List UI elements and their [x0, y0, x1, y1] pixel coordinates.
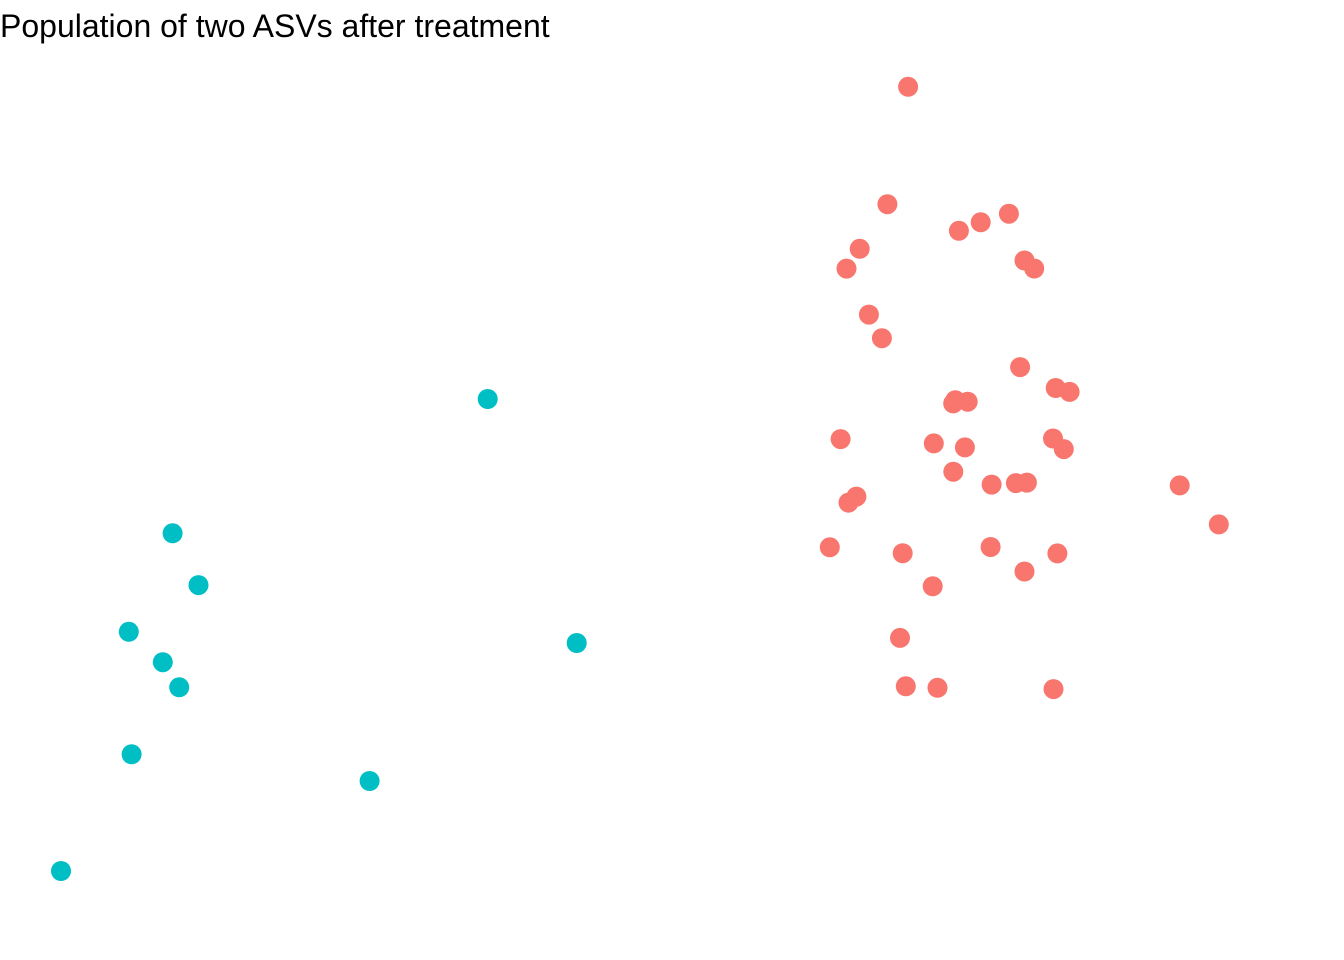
scatter-point	[957, 391, 978, 412]
scatter-point	[477, 389, 498, 409]
scatter-point	[1010, 357, 1031, 378]
scatter-point	[1043, 679, 1064, 700]
scatter-point	[188, 575, 209, 596]
scatter-point	[51, 861, 71, 881]
scatter-point	[830, 429, 851, 450]
scatter-point	[970, 212, 991, 233]
scatter-point	[1024, 258, 1045, 279]
scatter-point	[927, 677, 948, 698]
scatter-point	[359, 771, 380, 791]
scatter-point	[895, 676, 916, 697]
scatter-point	[118, 621, 139, 642]
scatter-point	[1053, 439, 1074, 460]
scatter-point	[1208, 514, 1229, 535]
scatter-point	[1169, 475, 1190, 496]
scatter-point	[981, 474, 1002, 495]
scatter-point	[923, 433, 944, 454]
scatter-point	[838, 492, 859, 513]
scatter-point	[858, 304, 879, 325]
scatter-point	[998, 203, 1019, 224]
scatter-point	[892, 543, 913, 564]
chart-title: Population of two ASVs after treatment	[0, 8, 550, 44]
scatter-point	[566, 633, 587, 653]
scatter-point	[980, 537, 1001, 557]
scatter-point	[819, 537, 840, 558]
scatter-point	[836, 258, 857, 279]
scatter-point	[1016, 472, 1037, 493]
scatter-point	[943, 393, 964, 414]
scatter-point	[898, 76, 919, 97]
scatter-point	[162, 523, 183, 544]
scatter-point	[954, 437, 975, 458]
scatter-point	[152, 652, 173, 673]
scatter-point	[1059, 381, 1080, 402]
scatter-point	[948, 220, 969, 241]
scatter-point	[1047, 543, 1068, 564]
scatter-point	[943, 461, 964, 482]
scatter-point	[922, 576, 943, 597]
scatter-point	[849, 238, 870, 259]
points-layer	[51, 76, 1229, 881]
scatter-point	[890, 627, 910, 648]
scatter-point	[169, 677, 190, 698]
scatter-point	[871, 328, 892, 349]
scatter-point	[877, 194, 898, 215]
scatter-point	[1014, 561, 1035, 582]
scatter-point	[121, 744, 142, 765]
